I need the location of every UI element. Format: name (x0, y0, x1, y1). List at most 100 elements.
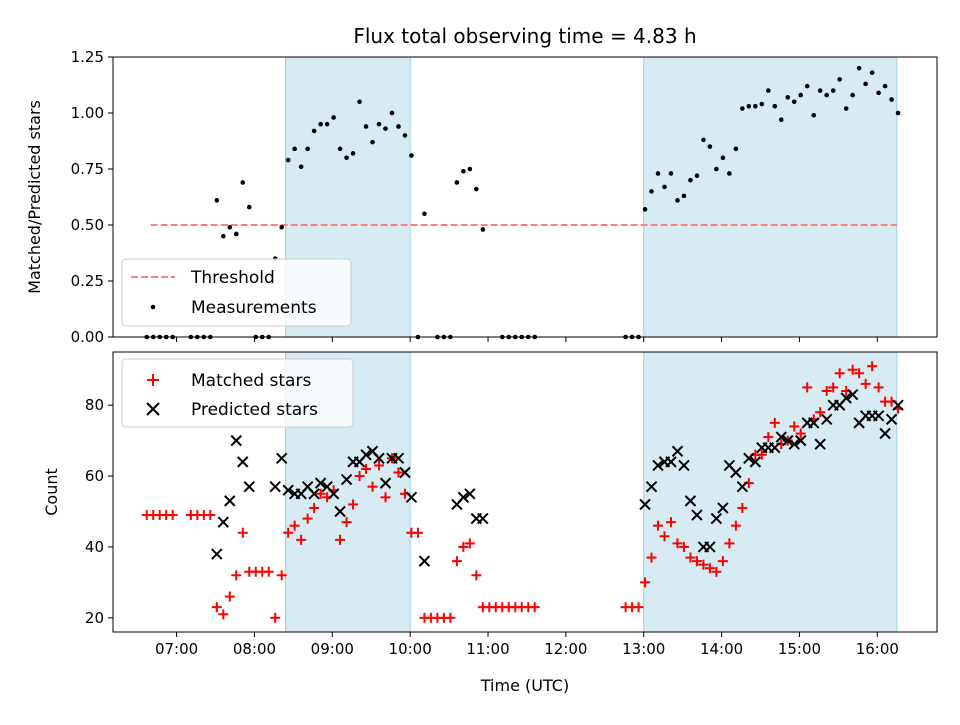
bottom-point-1-15 (327, 488, 340, 500)
top-point-0-28 (337, 146, 343, 152)
top-point-0-48 (474, 186, 479, 192)
top-point-0-83 (798, 92, 804, 98)
top-point-0-59 (642, 207, 648, 212)
top-point-0-21 (292, 146, 297, 152)
bottom-point-1-50 (743, 452, 755, 465)
top-point-0-97 (889, 97, 894, 102)
top-point-0-60 (649, 189, 654, 194)
bottom-point-0-33 (367, 481, 378, 492)
bottom-point-0-65 (659, 531, 670, 542)
bottom-point-0-13 (237, 527, 248, 538)
bottom-point-1-12 (308, 488, 320, 500)
top-y-tick-label-3: 0.75 (71, 160, 104, 178)
bottom-point-0-32 (361, 463, 372, 474)
bottom-point-0-35 (380, 492, 391, 503)
bottom-point-0-94 (847, 364, 858, 375)
bottom-point-0-19 (276, 570, 287, 581)
bottom-point-1-27 (405, 491, 418, 504)
top-shaded-interval-1 (643, 56, 898, 338)
top-point-0-22 (298, 164, 304, 170)
bottom-point-1-36 (652, 459, 664, 472)
bottom-point-1-57 (788, 438, 800, 450)
bottom-x-tick-label-1: 08:00 (233, 640, 276, 658)
bottom-x-tick-label-2: 09:00 (311, 640, 354, 658)
bottom-point-0-10 (218, 609, 229, 620)
bottom-point-0-62 (640, 577, 651, 588)
bottom-point-1-30 (457, 491, 470, 504)
bottom-y-tick-label-3: 80 (85, 396, 104, 414)
bottom-point-1-45 (710, 512, 723, 525)
bottom-point-1-42 (691, 509, 703, 521)
top-point-0-37 (396, 124, 401, 129)
top-point-0-68 (701, 137, 706, 143)
top-point-0-77 (759, 101, 765, 107)
top-point-0-71 (720, 155, 726, 161)
bottom-point-1-7 (275, 452, 288, 465)
bottom-point-0-4 (167, 510, 178, 521)
bottom-point-1-23 (379, 477, 392, 489)
top-point-0-13 (240, 180, 246, 185)
bottom-point-0-80 (756, 449, 767, 460)
bottom-point-1-38 (665, 456, 677, 468)
bottom-point-1-62 (820, 413, 833, 426)
bottom-point-1-51 (749, 456, 762, 468)
top-point-0-81 (785, 95, 791, 100)
bottom-y-tick-label-2: 60 (85, 467, 104, 485)
bottom-point-1-55 (775, 431, 787, 443)
top-point-0-82 (791, 99, 797, 105)
top-point-0-10 (220, 233, 226, 239)
bottom-point-0-23 (302, 513, 313, 524)
top-point-0-67 (694, 173, 700, 179)
top-point-0-76 (753, 103, 758, 109)
x-axis-label: Time (UTC) (480, 676, 569, 695)
bottom-point-0-81 (763, 432, 774, 443)
bottom-point-0-49 (471, 570, 482, 581)
bottom-axes-frame (112, 351, 938, 633)
top-panel: 0.00 0.25 0.50 0.75 1.00 1.25 (71, 48, 938, 346)
legend-threshold-label: Threshold (190, 268, 275, 288)
top-point-0-33 (370, 139, 375, 145)
bottom-point-1-48 (730, 466, 742, 479)
top-y-tick-label-1: 0.25 (71, 272, 104, 290)
top-point-0-19 (279, 224, 284, 230)
top-point-0-31 (357, 99, 362, 105)
bottom-point-0-74 (717, 556, 728, 567)
bottom-point-1-13 (314, 477, 327, 489)
bottom-point-0-96 (860, 378, 871, 389)
bottom-point-0-71 (698, 559, 709, 570)
top-point-0-66 (688, 177, 693, 183)
top-point-0-34 (376, 121, 382, 127)
bottom-point-1-3 (230, 434, 242, 447)
bottom-point-0-73 (711, 566, 722, 577)
bottom-point-0-9 (211, 602, 222, 613)
bottom-point-0-46 (451, 556, 462, 567)
top-point-0-14 (246, 204, 252, 210)
top-y-tick-label-2: 0.50 (71, 216, 104, 234)
top-point-0-89 (837, 77, 842, 82)
top-point-0-98 (895, 110, 901, 116)
bottom-x-tick-label-3: 10:00 (389, 640, 432, 658)
bottom-point-1-0 (211, 548, 223, 560)
bottom-point-1-2 (224, 495, 236, 507)
bottom-point-0-64 (653, 520, 664, 531)
top-point-0-63 (668, 171, 674, 176)
bottom-point-1-28 (418, 555, 431, 567)
bottom-point-0-68 (678, 541, 689, 552)
legend-matched-swatch (147, 374, 159, 386)
top-point-0-70 (714, 166, 719, 172)
bottom-point-0-92 (834, 368, 845, 379)
bottom-point-1-16 (334, 505, 346, 518)
top-point-0-65 (681, 193, 687, 199)
top-point-0-92 (856, 65, 862, 71)
top-point-0-75 (746, 103, 752, 109)
top-point-0-25 (318, 121, 323, 127)
top-point-0-96 (882, 83, 888, 89)
bottom-point-0-98 (873, 382, 884, 393)
top-point-0-29 (344, 155, 349, 161)
top-point-0-32 (363, 124, 369, 129)
bottom-point-1-56 (782, 434, 794, 447)
bottom-legend: Matched stars Predicted stars (121, 358, 354, 428)
bottom-point-1-73 (892, 399, 904, 411)
bottom-point-1-58 (795, 434, 807, 447)
bottom-point-0-18 (270, 612, 281, 623)
